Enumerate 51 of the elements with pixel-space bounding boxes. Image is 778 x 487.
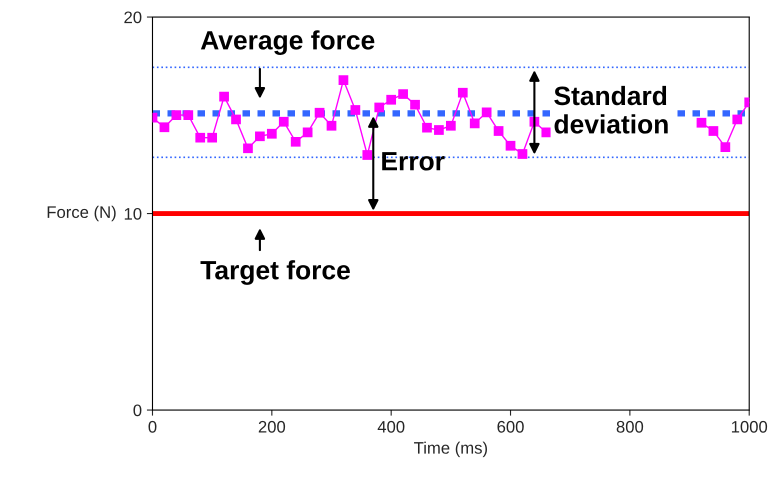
point [422, 122, 432, 133]
point [374, 102, 384, 112]
point [732, 114, 742, 124]
ref-line-label: Average force [200, 30, 374, 55]
point [266, 128, 277, 139]
point [302, 128, 312, 138]
point [470, 118, 480, 128]
point [326, 120, 336, 131]
x-tick-label: 0 [148, 420, 156, 433]
point [243, 143, 253, 154]
x-tick-label: 200 [258, 420, 286, 433]
point [518, 149, 528, 159]
x-tick-label: 400 [378, 420, 404, 433]
point [458, 88, 468, 98]
y-axis-title: Force (N) [48, 206, 116, 222]
point [255, 131, 265, 142]
point [494, 126, 504, 136]
point [482, 107, 492, 118]
point [696, 118, 706, 128]
point [278, 116, 289, 127]
ref-line-label: Target force [200, 260, 350, 285]
annotation: Error [382, 152, 445, 171]
point [386, 94, 396, 105]
y-tick-label: 0 [133, 404, 142, 416]
point [720, 142, 730, 152]
point [350, 105, 360, 115]
point [398, 89, 408, 99]
point [314, 108, 324, 118]
point [338, 75, 348, 85]
point [207, 132, 218, 143]
point [506, 140, 516, 151]
y-tick-label: 20 [124, 11, 142, 24]
point [362, 150, 372, 160]
point [219, 92, 229, 102]
x-axis-title: Time (ms) [414, 442, 487, 458]
annotation: Standard deviation [554, 86, 668, 134]
x-tick-label: 800 [616, 420, 644, 433]
point [183, 110, 194, 120]
point [541, 128, 552, 138]
point [410, 100, 420, 110]
x-tick-label: 600 [497, 420, 524, 433]
y-tick-label: 10 [124, 208, 142, 220]
point [446, 120, 456, 131]
point [231, 114, 241, 124]
x-tick-label: 1000 [732, 420, 768, 433]
point [708, 126, 718, 136]
point [434, 125, 444, 135]
point [290, 136, 301, 147]
point [195, 132, 206, 143]
point [160, 122, 170, 132]
point [171, 110, 182, 120]
